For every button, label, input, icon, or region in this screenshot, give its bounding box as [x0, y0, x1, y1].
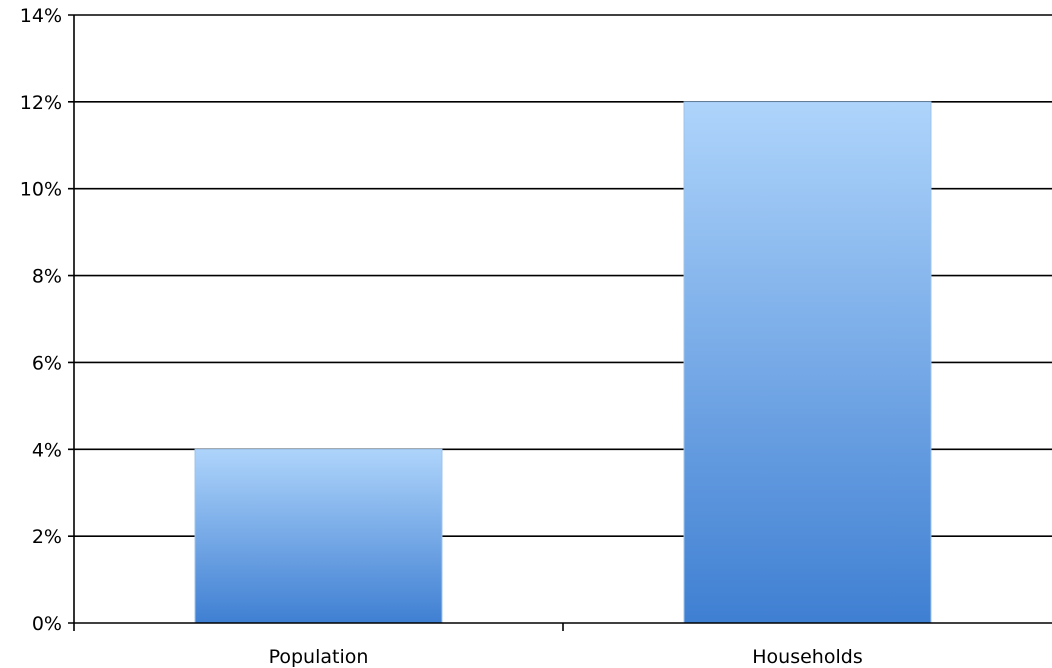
bar: [194, 448, 443, 624]
bars: [194, 101, 932, 624]
y-tick-label: 10%: [20, 179, 62, 201]
axes: [68, 15, 1052, 631]
y-tick-label: 6%: [32, 352, 62, 374]
x-tick-label: Population: [269, 646, 369, 668]
tick-labels: 0% 2% 4% 6% 8% 10% 12% 14% Population Households: [20, 5, 863, 668]
y-tick-label: 0%: [32, 613, 62, 635]
y-tick-label: 8%: [32, 266, 62, 288]
y-tick-label: 2%: [32, 526, 62, 548]
bar: [683, 101, 932, 624]
y-tick-label: 4%: [32, 439, 62, 461]
x-tick-label: Households: [752, 646, 862, 668]
y-tick-label: 12%: [20, 92, 62, 114]
y-tick-label: 14%: [20, 5, 62, 27]
